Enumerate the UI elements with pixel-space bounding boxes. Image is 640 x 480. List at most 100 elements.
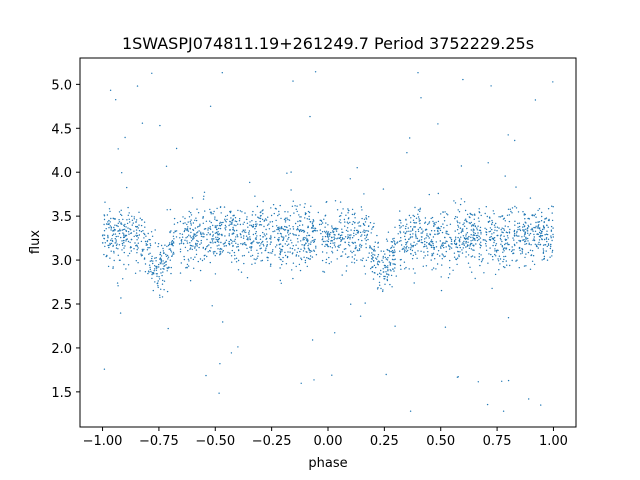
data-point xyxy=(224,218,226,220)
data-point xyxy=(203,228,206,230)
data-point xyxy=(139,217,141,219)
data-point xyxy=(357,239,360,241)
data-point xyxy=(190,219,192,221)
data-point xyxy=(421,232,424,234)
data-point xyxy=(200,239,202,242)
data-point xyxy=(131,224,133,226)
data-point xyxy=(426,241,428,244)
data-point xyxy=(304,248,306,250)
data-point xyxy=(169,242,171,244)
data-point xyxy=(349,238,351,240)
data-point xyxy=(463,237,466,239)
data-point xyxy=(277,214,279,217)
data-point xyxy=(527,240,529,242)
data-point xyxy=(440,276,442,278)
data-point xyxy=(179,251,182,253)
data-point xyxy=(485,206,487,208)
data-point xyxy=(459,238,461,240)
data-point xyxy=(478,229,481,231)
data-point xyxy=(540,230,543,233)
data-point xyxy=(158,266,160,268)
data-point xyxy=(216,224,218,227)
data-point xyxy=(236,246,238,248)
data-point xyxy=(382,271,385,273)
data-point xyxy=(247,226,249,228)
data-point xyxy=(260,247,262,249)
data-point xyxy=(473,223,476,225)
data-point xyxy=(366,230,368,232)
data-point xyxy=(420,239,423,241)
data-point xyxy=(403,246,405,248)
data-point xyxy=(217,236,219,239)
data-point xyxy=(453,252,456,254)
data-point xyxy=(168,243,171,246)
data-point xyxy=(243,221,245,223)
data-point xyxy=(407,227,409,229)
data-point xyxy=(537,243,539,245)
data-point xyxy=(217,234,219,236)
data-point xyxy=(385,273,388,275)
data-point xyxy=(124,228,126,230)
data-point xyxy=(426,234,428,237)
data-point xyxy=(527,251,530,254)
data-point xyxy=(129,241,131,244)
data-point xyxy=(295,265,297,268)
data-point xyxy=(387,265,389,267)
data-point xyxy=(154,242,157,244)
data-point xyxy=(331,247,334,249)
data-point xyxy=(306,265,308,268)
data-point xyxy=(187,250,189,252)
data-point xyxy=(545,233,548,235)
data-point xyxy=(439,227,441,230)
data-point xyxy=(185,228,187,230)
data-point xyxy=(519,229,522,232)
data-point xyxy=(393,259,395,261)
data-point xyxy=(462,228,464,230)
data-point xyxy=(501,240,503,243)
data-point xyxy=(550,245,552,248)
data-point xyxy=(282,228,285,230)
data-point xyxy=(150,260,153,262)
data-point xyxy=(498,216,500,218)
data-point xyxy=(113,218,116,220)
data-point xyxy=(354,227,356,229)
data-point xyxy=(121,229,123,231)
data-point xyxy=(445,250,447,253)
data-point xyxy=(550,230,553,232)
data-point xyxy=(462,235,465,237)
data-point xyxy=(244,242,246,244)
data-point xyxy=(154,281,156,283)
data-point xyxy=(159,294,161,296)
data-point xyxy=(527,224,529,227)
data-point xyxy=(262,209,264,211)
data-point xyxy=(468,235,470,238)
data-point xyxy=(195,217,197,219)
data-point xyxy=(522,226,524,228)
data-point xyxy=(289,247,291,249)
data-point xyxy=(514,220,516,222)
data-point xyxy=(392,238,394,240)
data-point xyxy=(352,242,354,244)
data-point xyxy=(103,238,106,240)
data-point xyxy=(277,232,279,235)
data-point xyxy=(513,230,515,233)
data-point xyxy=(115,239,117,241)
data-point xyxy=(504,175,506,177)
data-point xyxy=(520,253,522,255)
data-point xyxy=(416,257,418,259)
data-point xyxy=(295,234,297,236)
data-point xyxy=(311,339,314,341)
data-point xyxy=(352,221,354,223)
data-point xyxy=(236,234,238,236)
data-point xyxy=(431,253,433,255)
data-point xyxy=(219,206,222,208)
data-point xyxy=(143,237,145,239)
data-point xyxy=(130,250,132,252)
data-point xyxy=(151,72,153,75)
data-point xyxy=(130,229,132,231)
data-point xyxy=(250,255,252,257)
data-point xyxy=(469,266,471,268)
data-point xyxy=(501,245,503,247)
data-point xyxy=(534,213,536,215)
data-point xyxy=(327,240,330,243)
